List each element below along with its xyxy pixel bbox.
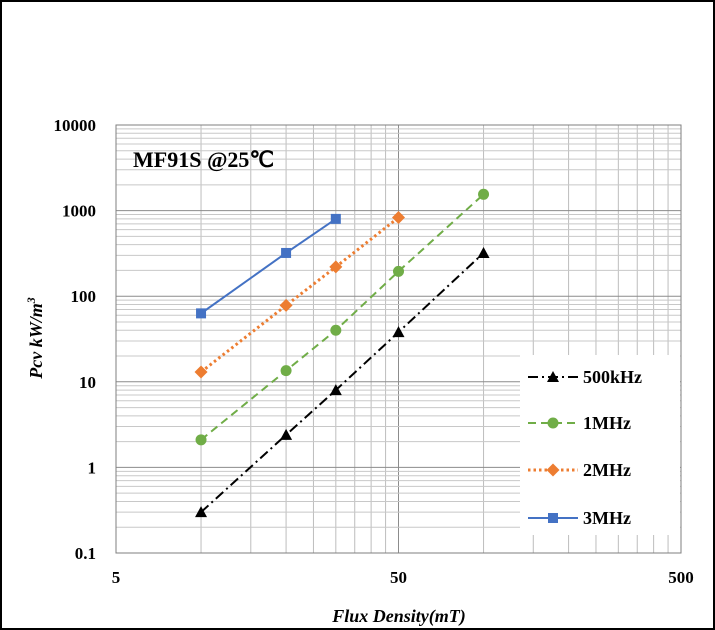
series-line xyxy=(200,252,485,513)
data-point xyxy=(392,211,405,225)
y-tick-label: 1 xyxy=(88,458,97,477)
tick-labels: 5 50 500 0.1 1 10 100 1000 10000 xyxy=(54,116,694,587)
data-point xyxy=(195,506,208,518)
x-axis-title: Flux Density(mT) xyxy=(331,606,466,627)
series-2MHz xyxy=(194,211,405,379)
data-point xyxy=(329,384,342,396)
x-tick-label: 5 xyxy=(112,568,121,587)
legend-background xyxy=(520,355,680,535)
plot-border xyxy=(115,124,682,554)
legend-item: 1MHz xyxy=(528,413,631,433)
series-line xyxy=(200,218,337,315)
series-3MHz xyxy=(196,213,341,319)
data-point xyxy=(330,213,341,224)
data-point xyxy=(392,326,405,338)
data-point xyxy=(330,324,342,336)
legend-label: 2MHz xyxy=(583,460,631,480)
series-line xyxy=(200,193,485,441)
legend-label: 500kHz xyxy=(583,367,642,387)
data-point xyxy=(478,188,490,200)
y-tick-label: 1000 xyxy=(62,202,96,221)
data-point xyxy=(393,265,404,277)
y-tick-label: 0.1 xyxy=(75,544,96,563)
data-point xyxy=(194,365,208,379)
data-point xyxy=(196,308,207,319)
series-1MHz xyxy=(195,188,490,446)
series-500kHz xyxy=(195,246,490,518)
data-point xyxy=(477,246,490,258)
y-axis-title-sup: 3 xyxy=(24,297,38,304)
x-tick-label: 50 xyxy=(390,568,407,587)
legend-marker xyxy=(548,513,558,523)
data-point xyxy=(279,298,293,312)
series-line xyxy=(200,216,400,374)
legend: 500kHz 1MHz 2MHz 3MHz xyxy=(528,367,642,528)
data-point xyxy=(329,260,343,274)
legend-item: 3MHz xyxy=(528,508,631,528)
y-axis-title: Pcv kW/m3 xyxy=(24,297,46,379)
legend-marker xyxy=(547,371,559,382)
legend-label: 3MHz xyxy=(583,508,631,528)
y-axis-title-main: Pcv kW/m xyxy=(26,303,46,379)
data-point xyxy=(281,247,292,258)
chart-annotation: MF91S @25℃ xyxy=(133,147,274,172)
y-tick-label: 10 xyxy=(79,373,96,392)
y-tick-label: 10000 xyxy=(54,116,97,135)
legend-item: 2MHz xyxy=(528,460,631,480)
data-point xyxy=(280,428,293,440)
legend-label: 1MHz xyxy=(583,413,631,433)
series-layer xyxy=(194,188,490,518)
y-tick-label: 100 xyxy=(71,287,97,306)
data-point xyxy=(280,365,292,377)
data-point xyxy=(195,434,207,446)
x-tick-label: 500 xyxy=(668,568,694,587)
legend-marker xyxy=(547,417,559,429)
legend-marker xyxy=(546,463,560,477)
legend-item: 500kHz xyxy=(528,367,642,387)
